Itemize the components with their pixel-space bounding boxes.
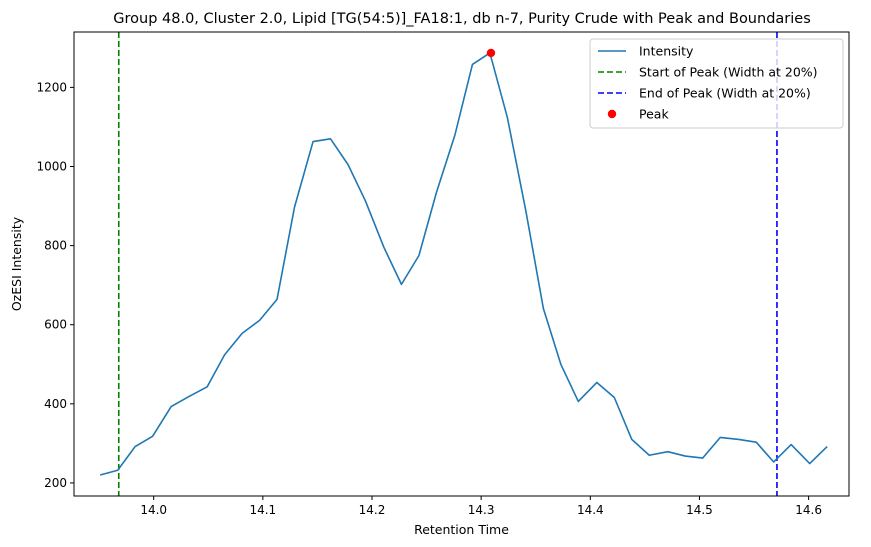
x-axis-label: Retention Time	[414, 522, 509, 537]
plot-area-frame	[73, 31, 850, 497]
chart-title: Group 48.0, Cluster 2.0, Lipid [TG(54:5)…	[113, 11, 811, 27]
legend-peak-swatch	[607, 109, 617, 119]
y-axis-label: OzESI Intensity	[9, 216, 24, 311]
y-tick-label: 600	[44, 318, 67, 332]
legend-label: Start of Peak (Width at 20%)	[639, 65, 818, 80]
x-tick-label: 14.6	[795, 503, 822, 517]
y-tick-label: 800	[44, 239, 67, 253]
x-tick-label: 14.1	[249, 503, 276, 517]
y-tick-label: 1000	[36, 159, 67, 173]
y-tick-label: 200	[44, 476, 67, 490]
legend: Intensity Start of Peak (Width at 20%) End…	[589, 38, 844, 129]
intensity-series-line	[99, 52, 828, 476]
x-tick-label: 14.3	[468, 503, 495, 517]
legend-label: Peak	[639, 107, 669, 122]
x-tick-label: 14.5	[686, 503, 713, 517]
x-tick-label: 14.2	[359, 503, 386, 517]
y-tick-label: 1200	[36, 80, 67, 94]
x-tick-label: 14.0	[140, 503, 167, 517]
peak-marker	[486, 48, 496, 58]
legend-label: Intensity	[639, 44, 694, 59]
x-tick-label: 14.4	[577, 503, 604, 517]
y-tick-label: 400	[44, 397, 67, 411]
legend-box	[589, 38, 844, 129]
legend-label: End of Peak (Width at 20%)	[639, 86, 811, 101]
